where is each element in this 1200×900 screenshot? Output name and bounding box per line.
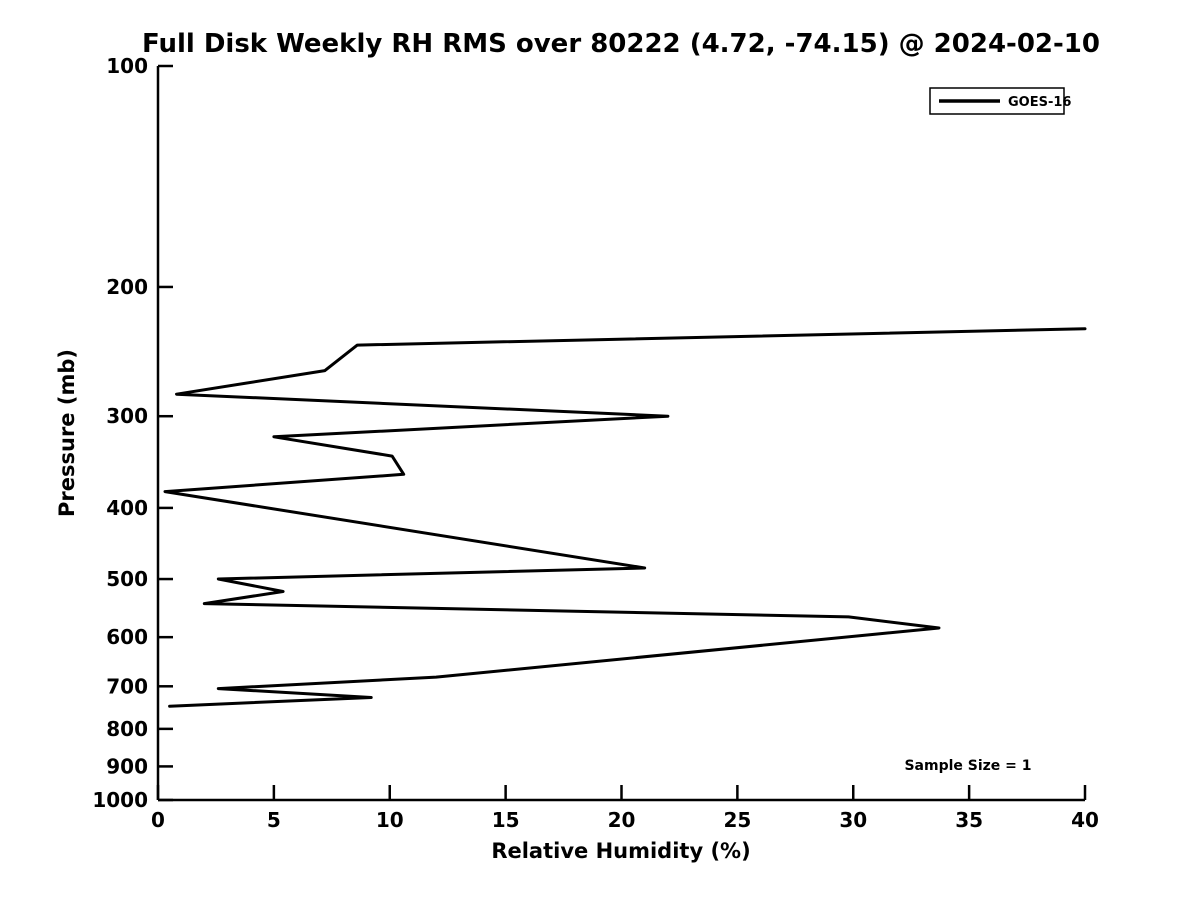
x-tick-label: 25	[723, 808, 751, 832]
x-axis-label: Relative Humidity (%)	[491, 839, 750, 863]
x-tick-label: 35	[955, 808, 983, 832]
chart-title: Full Disk Weekly RH RMS over 80222 (4.72…	[142, 29, 1100, 59]
y-axis-label: Pressure (mb)	[55, 349, 79, 517]
y-tick-label: 700	[106, 674, 148, 698]
y-tick-label: 1000	[92, 788, 148, 812]
sample-size-annotation: Sample Size = 1	[904, 758, 1031, 774]
y-tick-label: 400	[106, 496, 148, 520]
y-tick-label: 500	[106, 567, 148, 591]
legend-label: GOES-16	[1008, 95, 1071, 110]
y-tick-label: 800	[106, 717, 148, 741]
x-tick-label: 5	[267, 808, 281, 832]
y-tick-label: 300	[106, 404, 148, 428]
y-tick-label: 100	[106, 54, 148, 78]
y-tick-label: 900	[106, 754, 148, 778]
x-tick-label: 20	[608, 808, 636, 832]
x-tick-label: 30	[839, 808, 867, 832]
axes-layer: 0 5 10 15 20 25 30 35 40 100 200 300 400 500 600 700 800…	[92, 54, 1099, 832]
series-layer	[163, 327, 1087, 708]
x-tick-label: 40	[1071, 808, 1099, 832]
x-tick-label: 15	[492, 808, 520, 832]
rh-series-line	[163, 327, 1087, 708]
x-tick-label: 10	[376, 808, 404, 832]
y-tick-label: 200	[106, 275, 148, 299]
x-tick-label: 0	[151, 808, 165, 832]
legend: GOES-16	[929, 87, 1071, 115]
y-tick-label: 600	[106, 625, 148, 649]
